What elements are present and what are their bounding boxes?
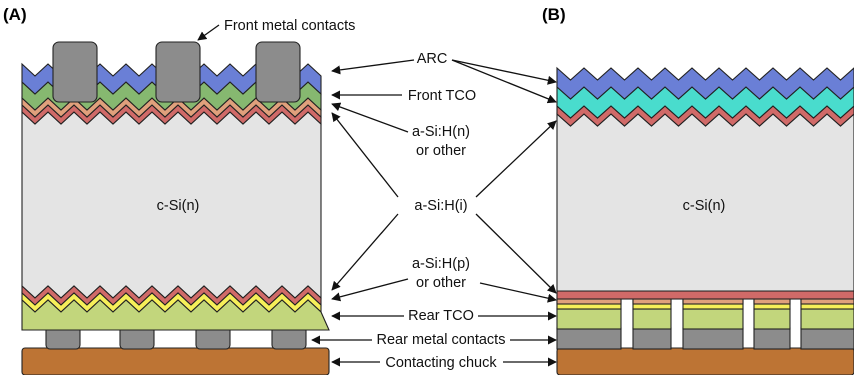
front-metal-contacts-a bbox=[52, 41, 301, 103]
annotation-arrows bbox=[197, 24, 557, 367]
rear-tco-a bbox=[21, 298, 330, 331]
arc-b bbox=[556, 66, 854, 100]
contacting-chuck-label: Contacting chuck bbox=[385, 355, 497, 371]
rear-metal-contacts-b bbox=[556, 327, 854, 350]
layer-stack-b bbox=[556, 66, 854, 292]
panel-b: (B) c-Si(n) bbox=[542, 5, 854, 375]
asih-p-label-2: or other bbox=[416, 275, 466, 291]
panel-label-a: (A) bbox=[3, 5, 27, 24]
rear-tco-label: Rear TCO bbox=[408, 308, 474, 324]
rear-metal-contacts-label: Rear metal contacts bbox=[377, 332, 506, 348]
chuck-b bbox=[556, 347, 854, 375]
asih-i-rear-b bbox=[556, 290, 854, 300]
arc-label: ARC bbox=[417, 51, 448, 67]
center-labels: Front metal contacts ARC Front TCO a-Si:… bbox=[224, 18, 505, 371]
front-metal-contacts-label: Front metal contacts bbox=[224, 18, 355, 34]
chuck-a bbox=[21, 347, 330, 375]
panel-a: (A) c-Si(n) bbox=[3, 5, 330, 375]
asih-n-label-2: or other bbox=[416, 143, 466, 159]
panel-label-b: (B) bbox=[542, 5, 566, 24]
layer-stack-a bbox=[21, 62, 330, 331]
c-si-label-a: c-Si(n) bbox=[157, 198, 200, 214]
rear-tco-b bbox=[556, 308, 854, 330]
asih-n-label-1: a-Si:H(n) bbox=[412, 124, 470, 140]
asih-i-label: a-Si:H(i) bbox=[414, 198, 467, 214]
front-tco-label: Front TCO bbox=[408, 88, 476, 104]
rear-metal-contacts-a bbox=[45, 324, 307, 350]
asih-p-label-1: a-Si:H(p) bbox=[412, 256, 470, 272]
c-si-label-b: c-Si(n) bbox=[683, 198, 726, 214]
